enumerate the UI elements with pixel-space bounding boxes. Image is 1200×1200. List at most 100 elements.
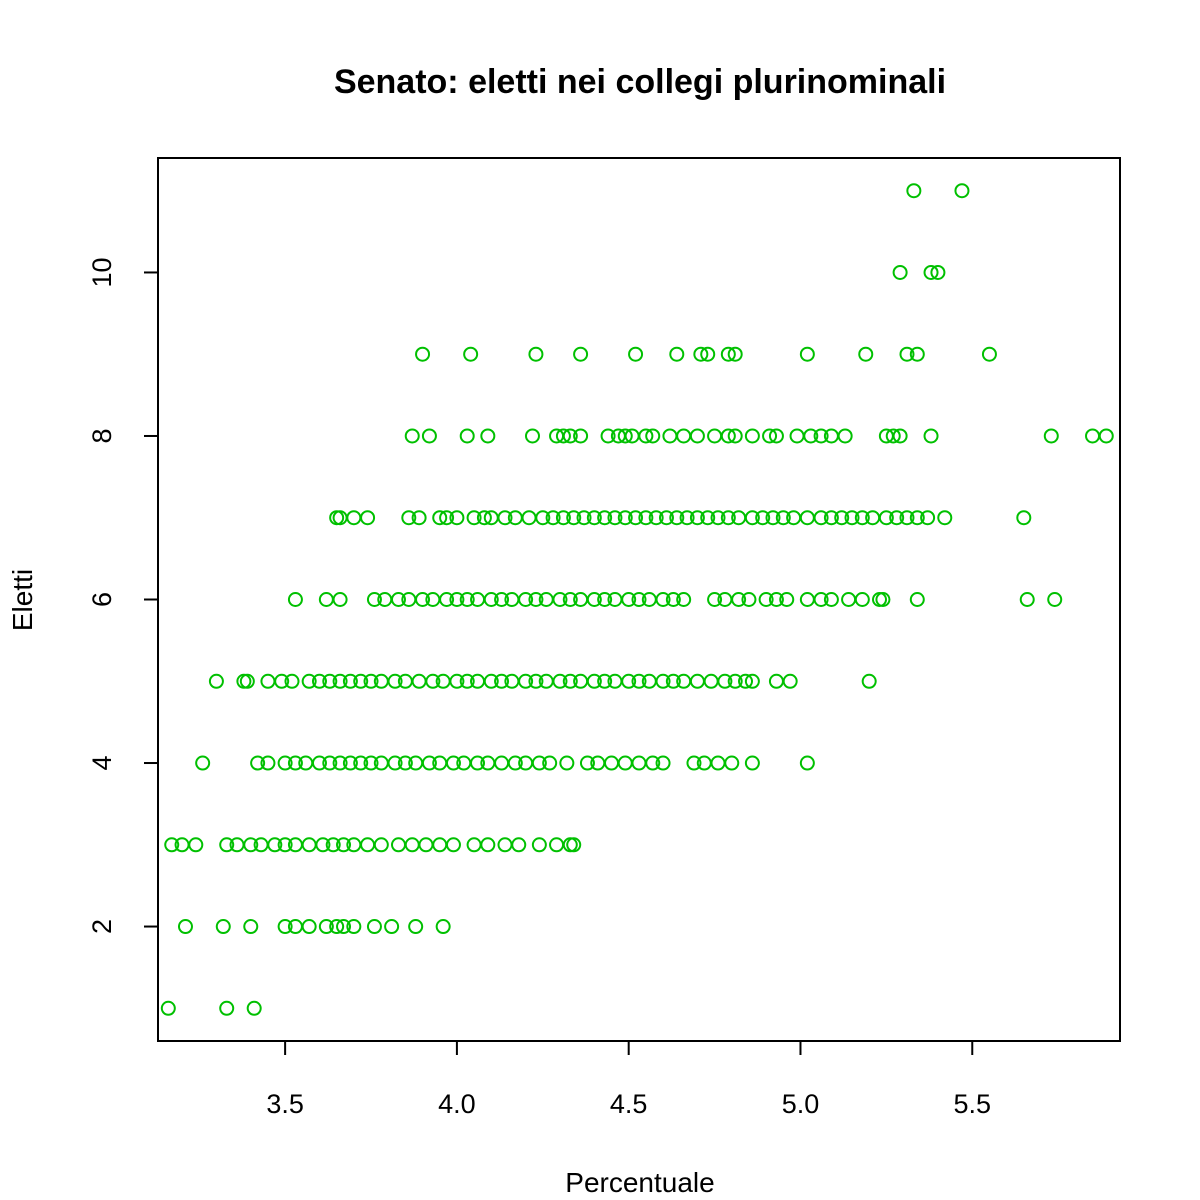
- data-point: [360, 510, 376, 526]
- data-point: [617, 510, 633, 526]
- data-point: [470, 755, 486, 771]
- data-point: [799, 755, 815, 771]
- data-point: [315, 837, 331, 853]
- data-point: [177, 919, 193, 935]
- data-point: [782, 673, 798, 689]
- y-axis: 2 4 6 8 10: [87, 257, 159, 934]
- data-point: [765, 510, 781, 526]
- data-point: [559, 755, 575, 771]
- data-point: [332, 755, 348, 771]
- data-point: [336, 919, 352, 935]
- data-point: [555, 510, 571, 526]
- data-point: [775, 510, 791, 526]
- data-point: [586, 510, 602, 526]
- data-point: [600, 428, 616, 444]
- y-tick-label: 6: [87, 592, 117, 607]
- data-point: [813, 510, 829, 526]
- data-point: [617, 755, 633, 771]
- data-point: [243, 919, 259, 935]
- data-point: [528, 673, 544, 689]
- data-point: [342, 755, 358, 771]
- data-point: [607, 510, 623, 526]
- data-point: [445, 755, 461, 771]
- data-point: [638, 510, 654, 526]
- x-axis-label: Percentuale: [565, 1167, 714, 1198]
- data-point: [909, 346, 925, 362]
- x-tick-label: 4.5: [610, 1089, 648, 1119]
- data-point: [562, 428, 578, 444]
- data-point: [497, 510, 513, 526]
- data-point: [720, 346, 736, 362]
- data-point: [449, 592, 465, 607]
- data-point: [1043, 428, 1059, 444]
- data-point: [1019, 592, 1035, 607]
- data-point: [483, 592, 499, 607]
- x-tick-label: 4.0: [438, 1089, 476, 1119]
- data-point: [981, 346, 997, 362]
- data-point: [710, 755, 726, 771]
- data-point: [899, 510, 915, 526]
- data-point: [421, 755, 437, 771]
- x-tick-label: 5.0: [782, 1089, 820, 1119]
- data-point: [823, 592, 839, 607]
- data-point: [219, 837, 235, 853]
- y-tick-label: 10: [87, 257, 117, 287]
- data-point: [415, 592, 431, 607]
- data-point: [597, 510, 613, 526]
- data-point: [700, 510, 716, 526]
- data-point: [260, 673, 276, 689]
- data-point: [727, 346, 743, 362]
- data-point: [841, 592, 857, 607]
- data-point: [421, 428, 437, 444]
- data-point: [301, 673, 317, 689]
- data-point: [679, 510, 695, 526]
- data-point: [528, 346, 544, 362]
- data-point: [738, 673, 754, 689]
- data-point: [463, 346, 479, 362]
- data-point: [844, 510, 860, 526]
- data-point: [823, 510, 839, 526]
- data-point: [415, 346, 431, 362]
- data-point: [277, 755, 293, 771]
- data-point: [676, 428, 692, 444]
- data-point: [521, 510, 537, 526]
- data-point: [700, 346, 716, 362]
- data-point: [373, 837, 389, 853]
- data-point: [432, 510, 448, 526]
- data-point: [215, 919, 231, 935]
- data-point: [562, 592, 578, 607]
- data-point: [648, 510, 664, 526]
- data-point: [703, 673, 719, 689]
- data-point: [531, 837, 547, 853]
- data-point: [858, 346, 874, 362]
- data-point: [854, 592, 870, 607]
- data-point: [342, 673, 358, 689]
- data-point: [494, 592, 510, 607]
- data-point: [834, 510, 850, 526]
- data-point: [892, 264, 908, 280]
- data-point: [411, 510, 427, 526]
- data-point: [579, 755, 595, 771]
- data-point: [387, 673, 403, 689]
- data-point: [435, 919, 451, 935]
- data-point: [854, 510, 870, 526]
- data-point: [799, 346, 815, 362]
- data-point: [246, 1000, 262, 1016]
- data-point: [301, 837, 317, 853]
- data-point: [875, 592, 891, 607]
- data-point: [329, 919, 345, 935]
- data-point: [552, 592, 568, 607]
- data-point: [459, 428, 475, 444]
- data-point: [545, 510, 561, 526]
- data-point: [930, 264, 946, 280]
- data-point: [528, 592, 544, 607]
- data-point: [397, 755, 413, 771]
- data-point: [332, 673, 348, 689]
- data-point: [628, 510, 644, 526]
- data-point: [497, 837, 513, 853]
- data-point: [923, 428, 939, 444]
- data-point: [353, 755, 369, 771]
- data-point: [768, 428, 784, 444]
- data-point: [346, 510, 362, 526]
